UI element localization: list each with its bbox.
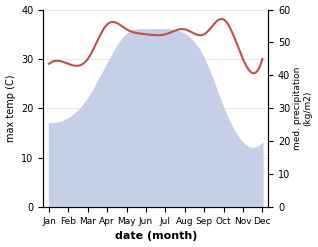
X-axis label: date (month): date (month)	[114, 231, 197, 242]
Y-axis label: max temp (C): max temp (C)	[5, 75, 16, 142]
Y-axis label: med. precipitation
(kg/m2): med. precipitation (kg/m2)	[293, 67, 313, 150]
